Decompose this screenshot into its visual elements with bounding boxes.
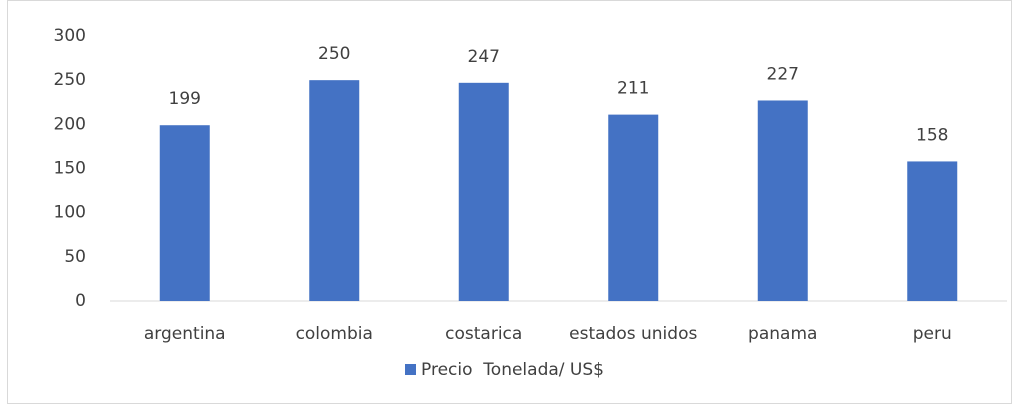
x-tick-label: argentina <box>144 324 226 344</box>
bar <box>608 114 659 301</box>
bar <box>458 82 509 301</box>
y-tick-label: 0 <box>75 291 86 311</box>
y-tick-label: 100 <box>54 203 86 223</box>
y-tick-label: 250 <box>54 70 86 90</box>
x-tick-label: costarica <box>445 324 522 344</box>
data-label: 199 <box>169 89 201 109</box>
data-label: 250 <box>318 44 350 64</box>
y-tick-label: 150 <box>54 159 86 179</box>
bar <box>159 125 210 301</box>
bar <box>907 161 958 301</box>
x-tick-label: estados unidos <box>569 324 697 344</box>
y-tick-label: 300 <box>54 26 86 46</box>
bar <box>309 80 360 302</box>
data-label: 158 <box>916 125 948 145</box>
legend-label: Precio Tonelada/ US$ <box>421 360 604 380</box>
data-label: 247 <box>468 47 500 67</box>
y-tick-label: 50 <box>64 247 86 267</box>
data-label: 211 <box>617 79 649 99</box>
x-tick-label: colombia <box>296 324 373 344</box>
x-tick-label: panama <box>748 324 817 344</box>
legend-swatch <box>405 364 416 375</box>
y-tick-label: 200 <box>54 114 86 134</box>
x-tick-label: peru <box>913 324 952 344</box>
bar <box>757 100 808 301</box>
data-label: 227 <box>767 64 799 84</box>
